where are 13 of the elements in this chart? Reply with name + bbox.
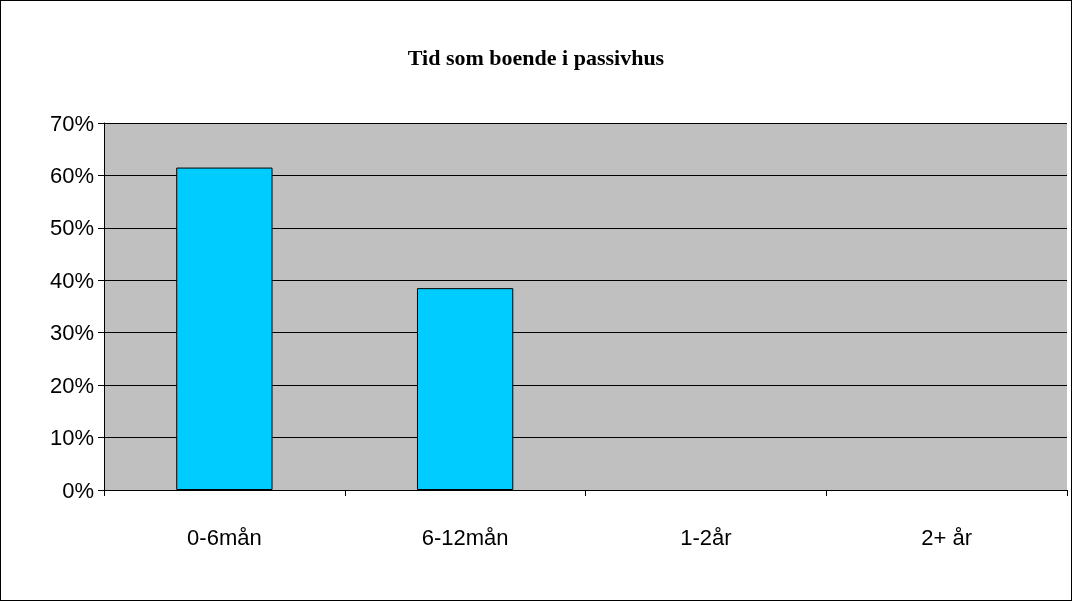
x-tick-label: 0-6mån xyxy=(187,524,262,550)
chart-title: Tid som boende i passivhus xyxy=(407,44,665,70)
y-tick-label: 60% xyxy=(49,162,94,188)
y-tick-label: 70% xyxy=(49,110,94,136)
y-tick-label: 30% xyxy=(49,320,94,346)
y-tick-label: 10% xyxy=(49,425,94,451)
x-tick-label: 2+ år xyxy=(921,524,973,550)
x-tick-label: 6-12mån xyxy=(421,524,509,550)
x-tick-label: 1-2år xyxy=(680,524,732,550)
y-tick-label: 0% xyxy=(62,477,94,503)
y-tick-label: 40% xyxy=(49,267,94,293)
y-tick-label: 50% xyxy=(49,215,94,241)
y-tick-label: 20% xyxy=(49,372,94,398)
